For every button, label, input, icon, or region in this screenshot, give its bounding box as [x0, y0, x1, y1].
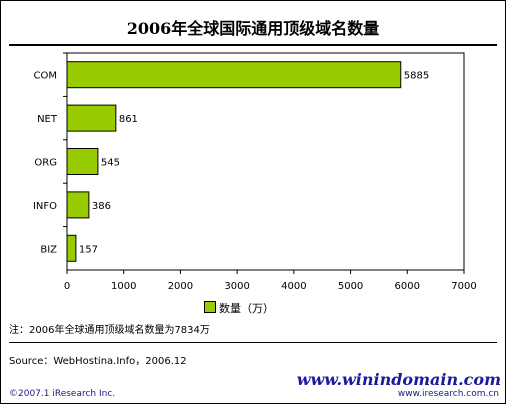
bar-info: [66, 191, 90, 219]
copyright-text: ©2007.1 iResearch Inc.: [9, 389, 116, 399]
bar-org: [66, 148, 99, 175]
x-tick-label: 7000: [451, 281, 476, 292]
x-tick-label: 3000: [224, 281, 249, 292]
legend-swatch: [204, 301, 216, 313]
footer-divider: [9, 342, 497, 343]
footnote: 注：2006年全球通用顶级域名数量为7834万: [9, 325, 210, 336]
chart-title: 2006年全球国际通用顶级域名数量: [126, 19, 380, 38]
category-label: NET: [37, 114, 58, 125]
x-tick-label: 5000: [338, 281, 363, 292]
category-label: ORG: [34, 158, 57, 169]
x-tick-label: 0: [64, 281, 70, 292]
bar-net: [66, 104, 117, 132]
x-tick-label: 4000: [281, 281, 306, 292]
category-label: COM: [34, 71, 57, 82]
site-link[interactable]: www.iresearch.com.cn: [397, 389, 499, 399]
data-label: 861: [119, 114, 138, 125]
data-label: 5885: [404, 71, 429, 82]
category-label: BIZ: [40, 244, 57, 255]
watermark-text[interactable]: www.winindomain.com: [296, 370, 501, 389]
x-tick-label: 2000: [168, 281, 193, 292]
bar-biz: [66, 234, 77, 262]
data-label: 157: [79, 244, 98, 255]
source-text: Source：WebHostina.Info，2006.12: [9, 356, 187, 367]
category-label: INFO: [33, 201, 57, 212]
data-label: 545: [101, 158, 120, 169]
legend: 数量（万）: [204, 300, 274, 316]
data-label: 386: [92, 201, 111, 212]
bar-com: [66, 61, 402, 89]
x-tick-label: 6000: [395, 281, 420, 292]
x-tick-label: 1000: [111, 281, 136, 292]
legend-label: 数量（万）: [219, 302, 274, 315]
title-divider: [9, 44, 497, 46]
